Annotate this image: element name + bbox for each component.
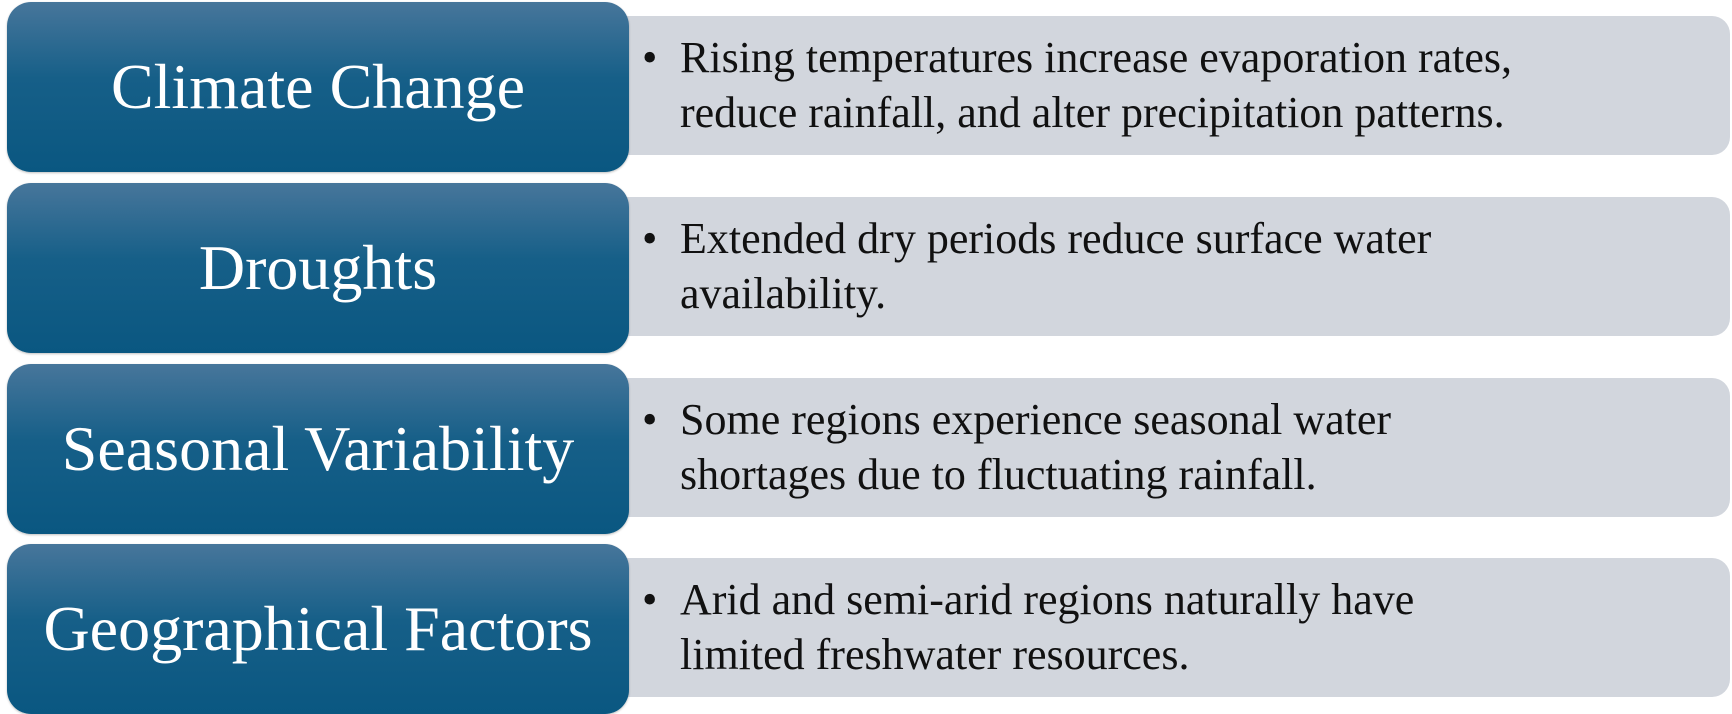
bullet-marker: • xyxy=(642,395,658,444)
bullet-marker: • xyxy=(642,575,658,624)
cause-row-seasonal-variability: • Some regions experience seasonal water… xyxy=(0,362,1732,534)
cause-label-text: Droughts xyxy=(198,232,438,303)
cause-label-box: Climate Change xyxy=(7,2,629,172)
cause-label-text: Seasonal Variability xyxy=(61,413,575,484)
cause-label-box: Droughts xyxy=(7,183,629,353)
cause-label-box: Seasonal Variability xyxy=(7,364,629,534)
cause-description-box: • Arid and semi-arid regions naturally h… xyxy=(590,558,1730,697)
cause-description-box: • Some regions experience seasonal water… xyxy=(590,378,1730,517)
cause-label-text: Climate Change xyxy=(110,51,526,122)
cause-description-text: Arid and semi-arid regions naturally hav… xyxy=(680,575,1415,679)
cause-description-text: Rising temperatures increase evaporation… xyxy=(680,33,1513,137)
cause-label-text: Geographical Factors xyxy=(43,593,593,664)
bullet-marker: • xyxy=(642,33,658,82)
cause-label-box: Geographical Factors xyxy=(7,544,629,714)
cause-description-box: • Extended dry periods reduce surface wa… xyxy=(590,197,1730,336)
cause-row-climate-change: • Rising temperatures increase evaporati… xyxy=(0,0,1732,172)
cause-row-geographical-factors: • Arid and semi-arid regions naturally h… xyxy=(0,542,1732,714)
cause-description-box: • Rising temperatures increase evaporati… xyxy=(590,16,1730,155)
cause-description-text: Some regions experience seasonal water s… xyxy=(680,395,1392,499)
cause-description-text: Extended dry periods reduce surface wate… xyxy=(680,214,1432,318)
bullet-marker: • xyxy=(642,214,658,263)
cause-row-droughts: • Extended dry periods reduce surface wa… xyxy=(0,181,1732,353)
